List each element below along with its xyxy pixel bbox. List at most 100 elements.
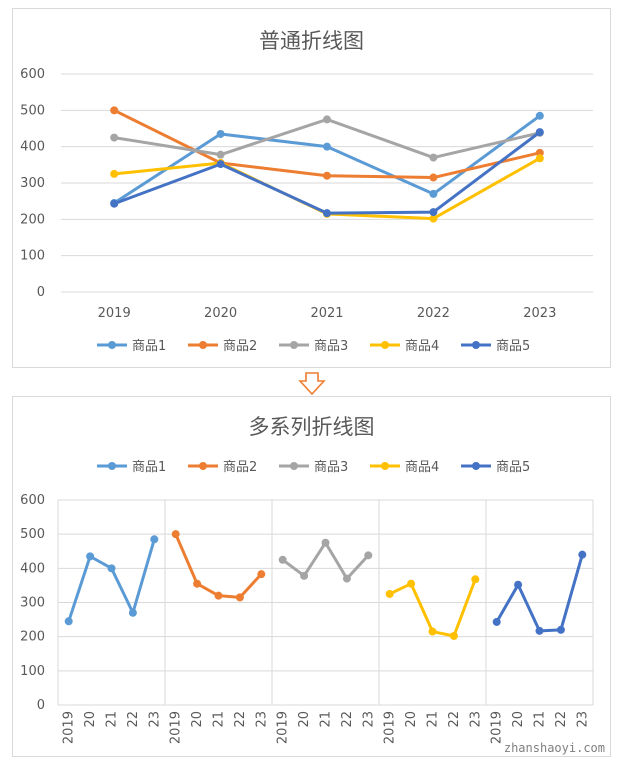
data-point [429,189,438,198]
x-tick-label: 20 [404,711,419,728]
legend-label: 商品1 [132,339,166,354]
data-point [429,153,438,162]
series-line [281,541,370,581]
legend-marker [290,341,298,349]
legend-marker [108,462,116,470]
down-arrow-icon [298,372,326,396]
data-point [216,129,225,138]
data-point [107,564,116,573]
legend-label: 商品4 [405,339,439,354]
y-tick-label: 0 [37,698,45,713]
y-tick-label: 200 [20,212,45,227]
data-point [110,169,119,178]
watermark: zhanshaoyi.com [503,741,605,755]
data-point [514,580,523,589]
data-point [171,530,180,539]
series-line [113,114,541,205]
data-point [429,173,438,182]
x-tick-label: 2019 [490,711,505,744]
y-tick-label: 100 [20,664,45,679]
data-point [342,574,351,583]
x-tick-label: 23 [468,711,483,728]
chart-title: 多系列折线图 [248,415,375,439]
y-tick-label: 400 [20,140,45,155]
legend-label: 商品1 [132,460,166,475]
data-point [323,142,331,151]
legend-label: 商品3 [314,339,348,354]
data-point [471,575,480,584]
data-point [428,627,437,636]
data-point [110,133,119,142]
y-tick-label: 400 [20,561,45,576]
x-tick-label: 22 [554,711,569,728]
x-tick-label: 23 [147,711,162,728]
y-tick-label: 600 [20,493,45,508]
series-line [389,578,477,638]
x-tick-label: 2019 [62,711,77,744]
data-point [578,550,587,559]
y-tick-label: 0 [37,285,45,300]
y-tick-label: 200 [20,630,45,645]
y-tick-label: 300 [20,596,45,611]
legend-marker [472,341,480,349]
series-line [495,554,584,633]
x-tick-label: 21 [105,711,120,728]
x-tick-label: 23 [575,711,590,728]
x-tick-label: 2019 [383,711,398,744]
data-point [235,593,244,602]
data-point [193,579,202,588]
y-tick-label: 600 [20,67,45,82]
data-point [64,617,73,626]
data-point [429,208,438,217]
top-line-chart: 0 100 200 300 400 500 600 2019 2020 2021 2022 2023 商… [20,67,593,354]
legend-marker [381,462,389,470]
data-point [535,128,544,137]
x-tick-label: 20 [190,711,205,728]
data-point [323,209,331,218]
x-tick-label: 2021 [310,306,343,321]
x-tick-label: 2019 [98,306,131,321]
bottom-chart-panel: 多系列折线图 0 100 200 300 400 500 600 2019 20 21 22 23 20… [12,396,611,757]
x-tick-label: 20 [297,711,312,728]
data-point [429,214,438,223]
data-point [535,154,544,163]
data-point [323,171,331,180]
data-point [492,617,501,626]
x-tick-label: 21 [426,711,441,728]
data-point [321,538,330,547]
legend-marker [199,462,207,470]
data-point [385,589,394,598]
data-point [216,160,225,169]
data-point [556,625,565,634]
data-point [150,535,159,544]
x-tick-label: 2023 [523,306,556,321]
legend-marker [381,341,389,349]
x-tick-label: 21 [533,711,548,728]
data-point [257,570,266,579]
y-tick-label: 100 [20,249,45,264]
bottom-panel-line-chart: 0 100 200 300 400 500 600 2019 20 21 22 23 2019 20 21 2… [20,460,594,744]
legend-label: 商品5 [496,339,530,354]
x-tick-label: 23 [254,711,269,728]
x-tick-label: 22 [340,711,355,728]
legend-label: 商品5 [496,460,530,475]
series-line [174,533,263,599]
x-tick-label: 20 [511,711,526,728]
data-point [449,631,458,640]
x-tick-label: 20 [83,711,98,728]
data-point [364,551,373,560]
x-tick-label: 23 [361,711,376,728]
legend-label: 商品3 [314,460,348,475]
x-tick-label: 21 [319,711,334,728]
data-point [214,591,223,600]
legend-label: 商品4 [405,460,439,475]
x-tick-label: 21 [212,711,227,728]
series-line [113,117,541,160]
data-point [535,111,544,120]
y-tick-label: 500 [20,527,45,542]
x-tick-label: 22 [126,711,141,728]
x-tick-label: 2019 [169,711,184,744]
top-chart-panel: 普通折线图 0 100 200 300 400 500 600 2019 2020 2021 202… [12,8,611,368]
x-tick-label: 2019 [276,711,291,744]
legend-marker [472,462,480,470]
